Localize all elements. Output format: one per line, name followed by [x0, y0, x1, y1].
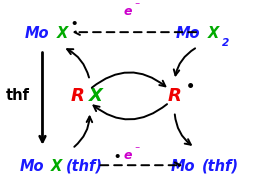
Text: Mo: Mo — [20, 159, 44, 174]
Text: •: • — [71, 18, 78, 31]
Text: X: X — [89, 87, 102, 105]
Text: Mo: Mo — [170, 159, 195, 174]
Text: X: X — [51, 159, 62, 174]
Text: Mo: Mo — [25, 26, 50, 41]
Text: thf: thf — [6, 88, 30, 103]
Text: •: • — [113, 151, 120, 164]
Text: R: R — [71, 87, 85, 105]
Text: (thf): (thf) — [66, 159, 102, 174]
Text: (thf): (thf) — [202, 159, 239, 174]
Text: X: X — [207, 26, 219, 41]
Text: e: e — [123, 5, 132, 18]
Text: ⁻: ⁻ — [134, 1, 140, 11]
Text: e: e — [123, 149, 132, 163]
Text: R: R — [168, 87, 182, 105]
Text: X: X — [56, 26, 68, 41]
Text: •: • — [186, 80, 195, 94]
Text: ⁻: ⁻ — [134, 145, 140, 155]
Text: Mo: Mo — [176, 26, 201, 41]
Text: 2: 2 — [222, 38, 229, 48]
